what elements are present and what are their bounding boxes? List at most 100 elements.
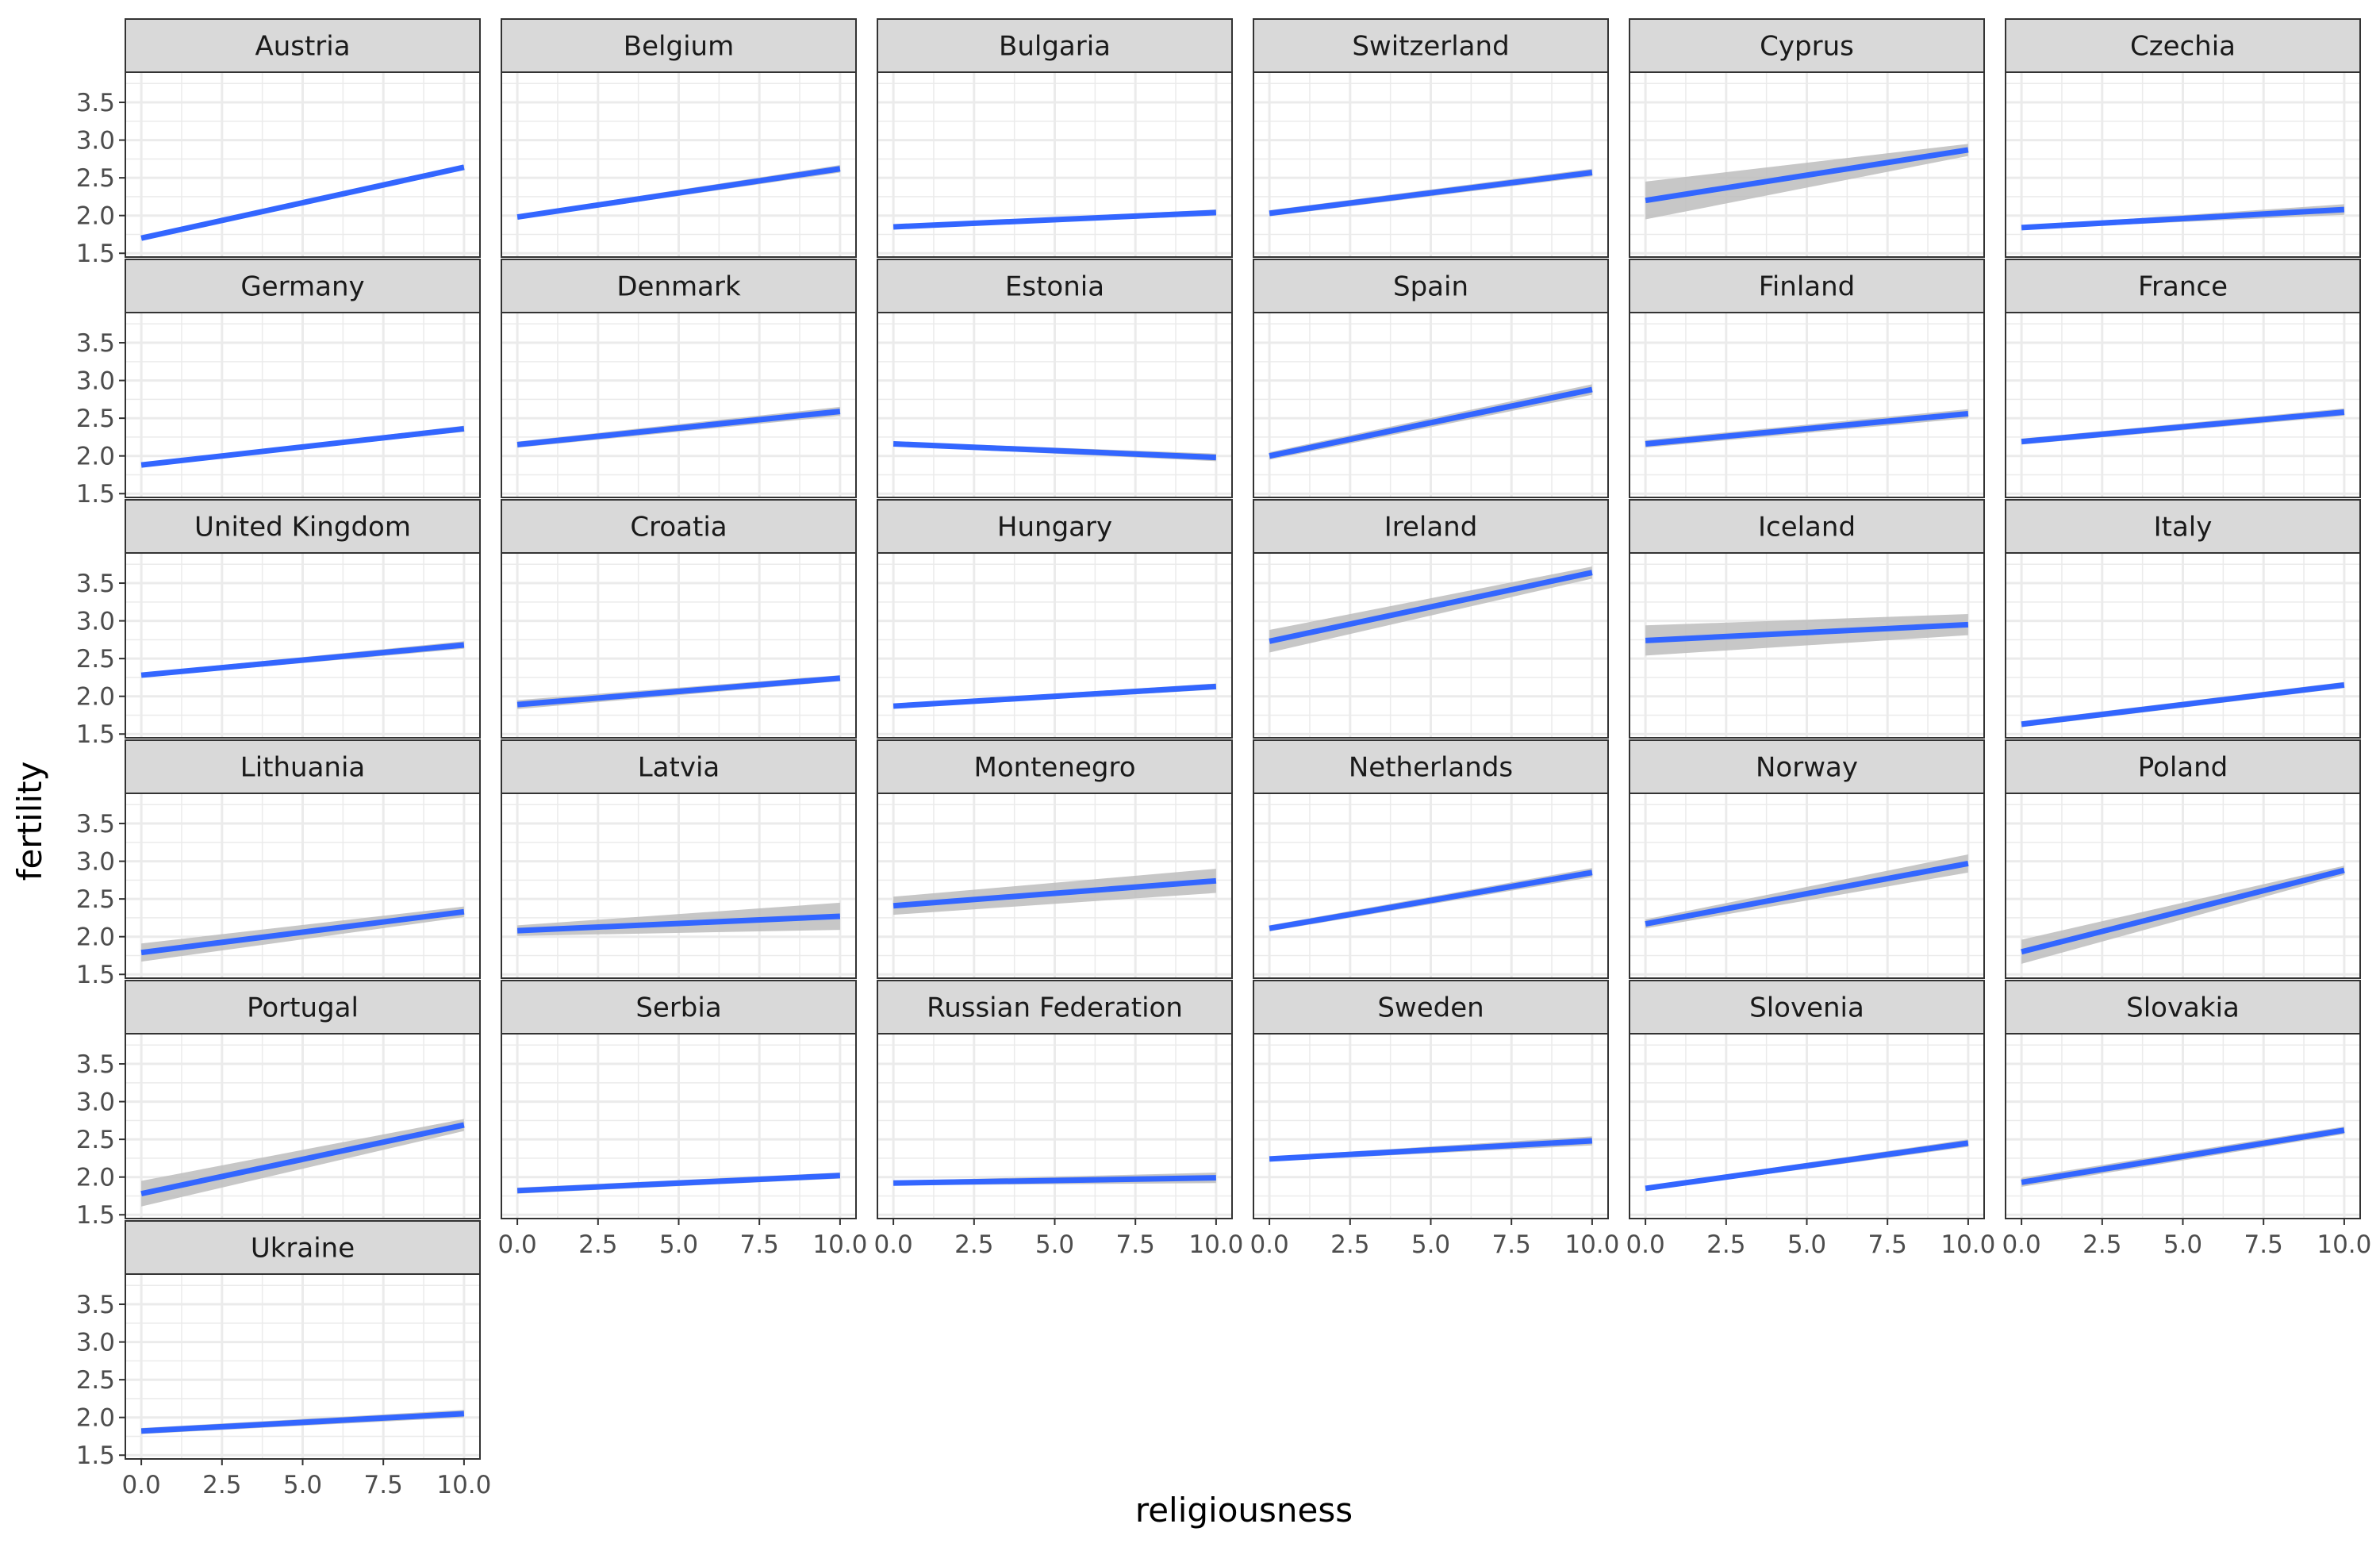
- facet-panel: France: [2005, 259, 2361, 498]
- y-tick-label: 2.0: [76, 202, 115, 231]
- trend-line: [893, 1175, 1216, 1186]
- y-tick-label: 1.5: [76, 240, 115, 268]
- strip-background: [125, 980, 481, 1035]
- x-axis-title: religiousness: [1135, 1491, 1353, 1530]
- trend-line: [140, 908, 465, 956]
- trend-line: [140, 1122, 465, 1197]
- strip-background: [125, 739, 481, 794]
- strip-label: Poland: [2138, 752, 2228, 784]
- y-tick-label: 3.5: [76, 329, 115, 358]
- facet-panel: Lithuania 1.5 2.0 2.5 3.0 3.5: [76, 739, 481, 989]
- facet-panels: Austria 1.5 2.0 2.5 3.0 3.5 Belgium Bulgaria Swi…: [76, 18, 2371, 1499]
- trend-line: [1269, 386, 1593, 459]
- y-tick-label: 2.0: [76, 1404, 115, 1433]
- x-tick-label: 10.0: [1188, 1230, 1243, 1259]
- trend-line: [516, 166, 841, 221]
- x-tick-label: 2.5: [202, 1471, 241, 1499]
- y-tick-label: 1.5: [76, 480, 115, 509]
- trend-line: [2021, 206, 2345, 231]
- facet-panel: Slovakia 0.0 2.5 5.0 7.5 10.0: [2002, 980, 2371, 1259]
- trend-line: [1269, 1138, 1593, 1162]
- strip-label: Belgium: [624, 31, 734, 63]
- trend-line: [892, 683, 1217, 709]
- x-tick-label: 10.0: [436, 1471, 491, 1499]
- strip-label: Bulgaria: [999, 31, 1111, 63]
- trend-line: [2021, 409, 2345, 445]
- strip-label: Czechia: [2130, 31, 2236, 63]
- strip-label: Cyprus: [1760, 31, 1854, 63]
- y-tick-label: 2.5: [76, 1126, 115, 1154]
- y-tick-label: 2.5: [76, 645, 115, 674]
- y-tick-label: 3.5: [76, 1291, 115, 1319]
- trend-line: [2021, 1127, 2345, 1185]
- y-tick-label: 3.5: [76, 1050, 115, 1079]
- x-tick-label: 5.0: [1411, 1230, 1450, 1259]
- facet-panel: Austria 1.5 2.0 2.5 3.0 3.5: [76, 18, 481, 268]
- x-tick-label: 7.5: [1492, 1230, 1531, 1259]
- trend-line: [892, 440, 1217, 461]
- facet-panel: Czechia: [2005, 18, 2361, 258]
- facet-panel: Iceland: [1629, 499, 1985, 739]
- trend-line: [516, 1173, 841, 1194]
- strip-label: Germany: [240, 271, 364, 303]
- strip-background: [2005, 499, 2361, 554]
- strip-label: Montenegro: [973, 752, 1135, 784]
- strip-label: Serbia: [635, 992, 721, 1024]
- x-tick-label: 10.0: [812, 1230, 867, 1259]
- facet-panel: Bulgaria: [877, 18, 1233, 258]
- trend-line: [140, 164, 465, 241]
- strip-label: Lithuania: [240, 752, 365, 784]
- strip-label: Austria: [255, 31, 350, 63]
- y-tick-label: 3.0: [76, 127, 115, 155]
- facet-panel: Germany 1.5 2.0 2.5 3.0 3.5: [76, 259, 481, 509]
- strip-label: Croatia: [630, 512, 727, 543]
- x-tick-label: 0.0: [497, 1230, 536, 1259]
- strip-background: [125, 1220, 481, 1275]
- x-tick-label: 5.0: [283, 1471, 322, 1499]
- trend-line: [516, 675, 841, 708]
- y-tick-label: 3.0: [76, 367, 115, 396]
- trend-line: [892, 209, 1217, 230]
- strip-background: [125, 499, 481, 554]
- y-tick-label: 3.5: [76, 570, 115, 598]
- strip-background: [501, 499, 857, 554]
- facet-panel: Belgium: [501, 18, 857, 258]
- x-tick-label: 0.0: [873, 1230, 912, 1259]
- strip-label: Russian Federation: [927, 992, 1183, 1024]
- y-tick-label: 3.5: [76, 810, 115, 839]
- trend-line: [140, 642, 465, 678]
- strip-label: Finland: [1759, 271, 1856, 303]
- facet-panel: Russian Federation 0.0 2.5 5.0 7.5 10.0: [873, 980, 1243, 1259]
- facet-panel: Ukraine 1.5 2.0 2.5 3.0 3.5 0.0 2.5 5.0 7.5 10.0: [76, 1220, 491, 1499]
- strip-label: United Kingdom: [194, 512, 411, 543]
- y-tick-label: 3.0: [76, 848, 115, 877]
- strip-label: Estonia: [1005, 271, 1104, 303]
- y-tick-label: 2.0: [76, 443, 115, 471]
- strip-label: Slovenia: [1749, 992, 1864, 1024]
- y-axis-title: fertility: [10, 762, 49, 881]
- strip-label: Netherlands: [1349, 752, 1513, 784]
- strip-label: Sweden: [1377, 992, 1484, 1024]
- x-tick-label: 0.0: [2002, 1230, 2040, 1259]
- y-tick-label: 2.0: [76, 923, 115, 952]
- strip-background: [877, 259, 1233, 313]
- trend-line: [2021, 867, 2345, 955]
- x-tick-label: 10.0: [2317, 1230, 2371, 1259]
- strip-background: [501, 739, 857, 794]
- facet-panel: Italy: [2005, 499, 2361, 739]
- trend-line: [1645, 410, 1969, 447]
- x-tick-label: 7.5: [740, 1230, 779, 1259]
- y-tick-label: 1.5: [76, 1441, 115, 1470]
- strip-label: Slovakia: [2126, 992, 2240, 1024]
- facet-panel: Poland: [2005, 739, 2361, 979]
- strip-background: [1629, 739, 1985, 794]
- strip-background: [1253, 739, 1609, 794]
- y-tick-label: 1.5: [76, 961, 115, 989]
- facet-panel: Denmark: [501, 259, 857, 498]
- facet-panel: Ireland: [1253, 499, 1609, 739]
- y-tick-label: 2.0: [76, 683, 115, 712]
- strip-background: [877, 499, 1233, 554]
- strip-label: Portugal: [247, 992, 359, 1024]
- y-tick-label: 1.5: [76, 720, 115, 749]
